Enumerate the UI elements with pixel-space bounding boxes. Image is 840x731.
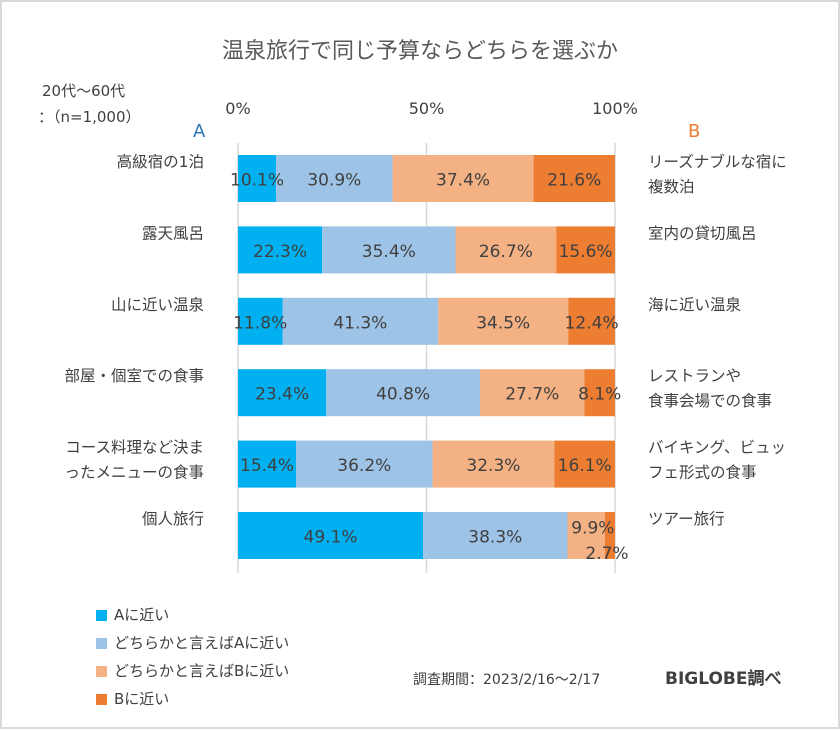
bar-segment — [238, 226, 323, 274]
bar-segment — [238, 512, 424, 559]
category-label-b: レストランや — [648, 367, 741, 385]
value-label: 32.3% — [466, 456, 520, 476]
category-label-b: フェ形式の食事 — [648, 464, 757, 482]
value-label: 37.4% — [436, 171, 490, 191]
value-label: 9.9% — [571, 519, 614, 539]
x-tick-label: 50% — [409, 99, 445, 118]
sample-note-line2: ：（n=1,000） — [38, 108, 141, 126]
bar-segment — [438, 297, 569, 345]
category-labels-b: リーズナブルな宿に複数泊室内の貸切風呂海に近い温泉レストランや食事会場での食事バ… — [648, 152, 787, 528]
category-label-b: 海に近い温泉 — [648, 296, 741, 314]
category-label-a: 個人旅行 — [142, 510, 204, 528]
category-label-a: 露天風呂 — [142, 224, 204, 242]
value-label: 2.7% — [585, 544, 628, 564]
value-label: 35.4% — [362, 242, 416, 262]
value-label: 30.9% — [307, 171, 361, 191]
value-label: 23.4% — [255, 385, 309, 405]
x-tick-label: 100% — [592, 99, 638, 118]
category-label-a: 山に近い温泉 — [111, 296, 204, 314]
bar-segment — [423, 512, 568, 559]
bar-segment — [238, 297, 283, 345]
value-label: 36.2% — [337, 456, 391, 476]
gridlines — [237, 143, 616, 573]
value-label: 26.7% — [479, 242, 533, 262]
value-label: 15.4% — [240, 456, 294, 476]
bar-segment — [568, 297, 615, 345]
bar-segment — [533, 155, 615, 202]
bar-segment — [238, 155, 277, 202]
bar-segment — [322, 226, 456, 274]
survey-period: 調査期間：2023/2/16～2/17 — [413, 672, 600, 688]
bar-segment — [554, 440, 615, 488]
legend-label: どちらかと言えばBに近い — [114, 662, 289, 680]
category-labels-a: 高級宿の1泊露天風呂山に近い温泉部屋・個室での食事コース料理など決まったメニュー… — [64, 153, 204, 528]
value-label: 15.6% — [559, 242, 613, 262]
category-label-b: バイキング、ビュッ — [648, 439, 786, 457]
value-label: 12.4% — [565, 313, 619, 333]
sample-note-line1: 20代～60代 — [42, 82, 125, 100]
bar-segment — [238, 369, 327, 417]
bar-segment — [567, 512, 605, 559]
x-axis-ticks: 0% 50% 100% — [225, 99, 638, 118]
value-label: 11.8% — [233, 313, 287, 333]
bar-segment — [296, 440, 433, 488]
legend-swatch — [96, 694, 107, 705]
bar-segment — [480, 369, 585, 417]
legend-swatch — [96, 610, 107, 621]
legend-label: どちらかと言えばAに近い — [114, 634, 289, 652]
bar-segment — [392, 155, 534, 202]
source-credit: BIGLOBE調べ — [665, 668, 782, 689]
bars — [238, 155, 615, 559]
value-labels: 10.1% 30.9% 37.4% 21.6% 22.3% 35.4% 26.7% 15.6%… — [230, 171, 629, 565]
value-label: 21.6% — [547, 171, 601, 191]
category-label-b: リーズナブルな宿に — [648, 152, 787, 171]
value-label: 8.1% — [578, 385, 621, 405]
legend-swatch — [96, 666, 107, 677]
category-label-a: ったメニューの食事 — [64, 464, 204, 482]
chart-title: 温泉旅行で同じ予算ならどちらを選ぶか — [222, 39, 618, 64]
bar-segment — [282, 297, 439, 345]
category-label-b: 室内の貸切風呂 — [648, 224, 757, 242]
category-label-a: 部屋・個室での食事 — [64, 367, 204, 385]
value-label: 41.3% — [333, 313, 387, 333]
bar-segment — [455, 226, 557, 274]
bar-segment — [326, 369, 481, 417]
bar-segment — [556, 226, 615, 274]
value-label: 38.3% — [468, 528, 522, 548]
legend-label: Aに近い — [114, 606, 169, 624]
bar-segment — [584, 369, 615, 417]
value-label: 34.5% — [476, 313, 530, 333]
category-label-b: 食事会場での食事 — [648, 392, 772, 410]
legend-swatch — [96, 638, 107, 649]
legend-label: Bに近い — [114, 690, 169, 708]
category-label-b: 複数泊 — [648, 178, 695, 196]
value-label: 27.7% — [505, 385, 559, 405]
bar-segment — [276, 155, 393, 202]
side-b-label: B — [688, 121, 700, 142]
value-label: 49.1% — [304, 528, 358, 548]
value-label: 10.1% — [230, 171, 284, 191]
value-label: 40.8% — [376, 385, 430, 405]
category-label-a: 高級宿の1泊 — [117, 153, 204, 171]
value-label: 22.3% — [253, 242, 307, 262]
category-label-a: コース料理など決ま — [65, 439, 204, 457]
category-label-b: ツアー旅行 — [648, 510, 725, 528]
bar-segment — [432, 440, 555, 488]
bar-segment — [604, 512, 615, 559]
value-label: 16.1% — [558, 456, 612, 476]
side-a-label: A — [193, 121, 206, 142]
x-tick-label: 0% — [225, 99, 250, 118]
bar-segment — [238, 440, 297, 488]
